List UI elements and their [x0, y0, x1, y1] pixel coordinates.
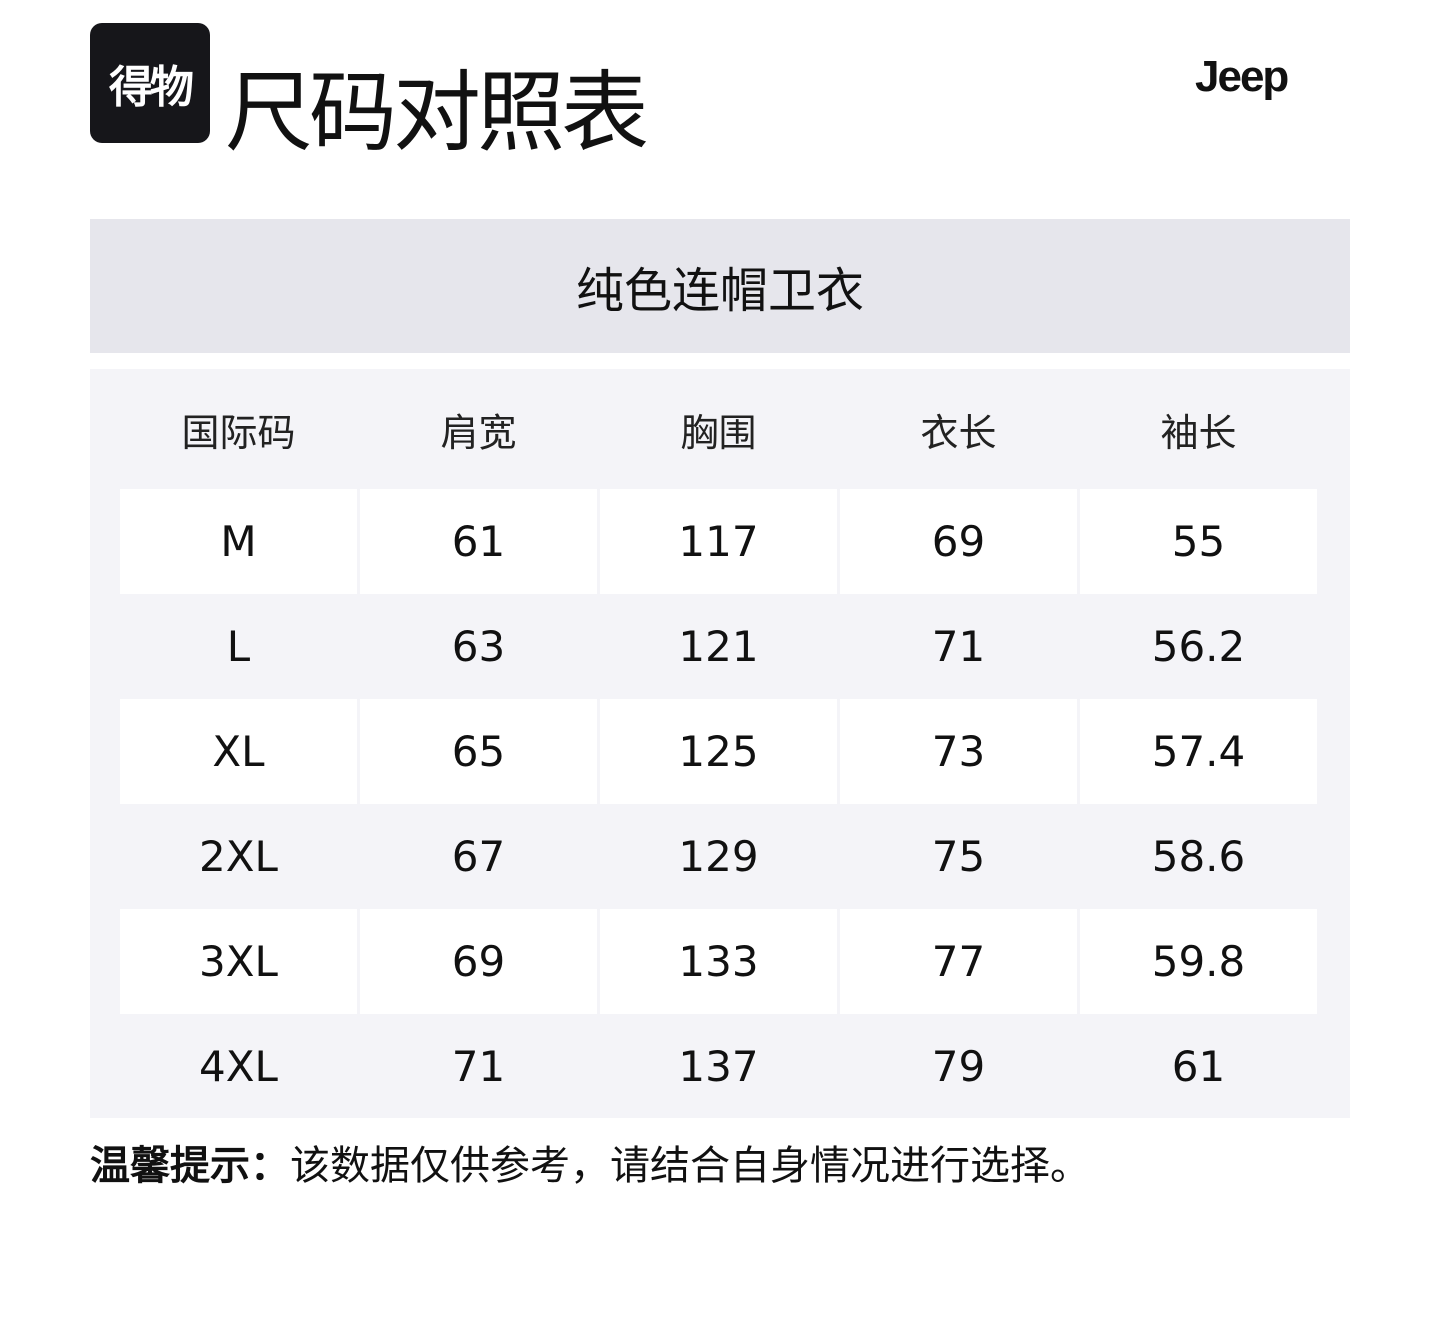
tip-text: 该数据仅供参考，请结合自身情况进行选择。 — [290, 1143, 1090, 1189]
table-cell: 79 — [931, 1042, 986, 1091]
table-cell: L — [226, 622, 251, 671]
table-cell: 129 — [678, 832, 759, 881]
tip-label: 温馨提示： — [90, 1143, 290, 1189]
table-cell: 71 — [451, 1042, 506, 1091]
table-cell: 58.6 — [1151, 832, 1246, 881]
table-row: 2XL 67 129 75 58.6 — [120, 804, 1320, 909]
product-name: 纯色连帽卫衣 — [90, 219, 1350, 353]
table-row: 3XL 69 133 77 59.8 — [120, 909, 1320, 1014]
table-cell: M — [120, 489, 357, 594]
table-cell: 61 — [1171, 1042, 1226, 1091]
table-cell: 73 — [840, 699, 1077, 804]
table-cell: 59.8 — [1080, 909, 1317, 1014]
table-cell: 61 — [360, 489, 597, 594]
dewu-logo: 得物 — [90, 23, 210, 143]
table-cell: 67 — [451, 832, 506, 881]
header-cell: 国际码 — [181, 410, 296, 455]
table-cell: 125 — [600, 699, 837, 804]
table-cell: 69 — [360, 909, 597, 1014]
table-cell: 4XL — [199, 1042, 278, 1091]
table-cell: 3XL — [120, 909, 357, 1014]
tip-note: 温馨提示：该数据仅供参考，请结合自身情况进行选择。 — [90, 1140, 1090, 1192]
table-cell: 137 — [678, 1042, 759, 1091]
table-cell: 77 — [840, 909, 1077, 1014]
page-title: 尺码对照表 — [225, 61, 649, 164]
table-cell: 121 — [678, 622, 759, 671]
table-cell: 75 — [931, 832, 986, 881]
table-cell: 117 — [600, 489, 837, 594]
table-cell: 63 — [451, 622, 506, 671]
table-row: 4XL 71 137 79 61 — [120, 1014, 1320, 1119]
table-cell: 57.4 — [1080, 699, 1317, 804]
table-row: XL 65 125 73 57.4 — [120, 699, 1320, 804]
size-table: 国际码 肩宽 胸围 衣长 袖长 M 61 117 69 55 L 63 121 71 56.2 XL… — [90, 369, 1350, 1118]
table-cell: 55 — [1080, 489, 1317, 594]
jeep-logo: Jeep — [1195, 52, 1289, 101]
table-cell: 69 — [840, 489, 1077, 594]
header-cell: 袖长 — [1160, 410, 1237, 455]
table-cell: 56.2 — [1151, 622, 1246, 671]
table-row: M 61 117 69 55 — [120, 489, 1320, 594]
table-cell: 133 — [600, 909, 837, 1014]
table-row: L 63 121 71 56.2 — [120, 594, 1320, 699]
table-cell: 65 — [360, 699, 597, 804]
header-cell: 肩宽 — [440, 410, 517, 455]
table-cell: XL — [120, 699, 357, 804]
table-cell: 71 — [931, 622, 986, 671]
table-cell: 2XL — [199, 832, 278, 881]
table-header: 国际码 肩宽 胸围 衣长 袖长 — [120, 369, 1320, 489]
header-cell: 胸围 — [680, 410, 757, 455]
header-cell: 衣长 — [920, 410, 997, 455]
